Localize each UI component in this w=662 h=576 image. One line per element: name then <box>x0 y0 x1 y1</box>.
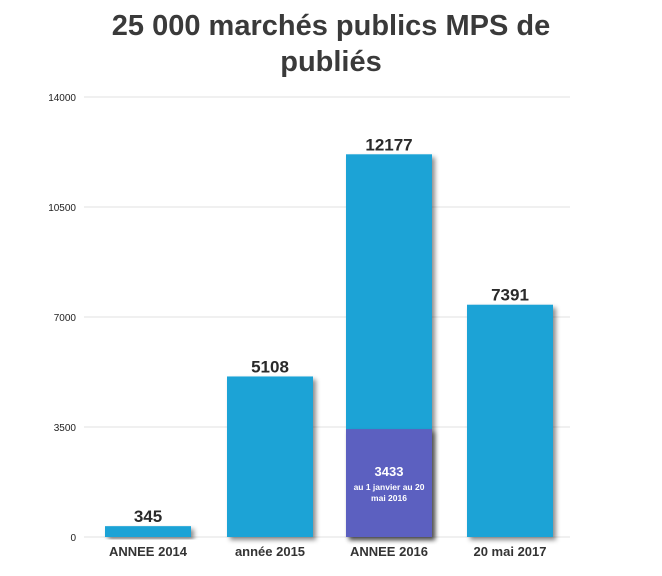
bar-value-label: 12177 <box>365 135 412 154</box>
bar-value-label: 7391 <box>491 286 529 305</box>
inner-segment-note: mai 2016 <box>371 493 407 503</box>
bar-value-label: 5108 <box>251 357 289 376</box>
y-tick-label: 7000 <box>54 313 77 324</box>
bar <box>105 526 191 537</box>
y-tick-label: 0 <box>70 533 76 544</box>
y-tick-label: 3500 <box>54 423 77 434</box>
x-category-label: année 2015 <box>235 544 305 559</box>
x-category-label: ANNEE 2016 <box>350 544 428 559</box>
x-category-label: 20 mai 2017 <box>473 544 546 559</box>
inner-segment-value-label: 3433 <box>375 464 404 479</box>
y-tick-label: 14000 <box>48 93 76 104</box>
chart-title: 25 000 marchés publics MPS de publiés <box>0 8 662 80</box>
bar <box>467 304 553 537</box>
x-category-label: ANNEE 2014 <box>109 544 188 559</box>
bar-value-label: 345 <box>134 507 162 526</box>
inner-segment-bar <box>346 429 432 537</box>
inner-segment-note: au 1 janvier au 20 <box>354 482 425 492</box>
chart-title-line-2: publiés <box>280 46 382 78</box>
chart-title-line-1: 25 000 marchés publics MPS de <box>111 10 551 42</box>
y-tick-label: 10500 <box>48 203 76 214</box>
bar <box>227 376 313 537</box>
